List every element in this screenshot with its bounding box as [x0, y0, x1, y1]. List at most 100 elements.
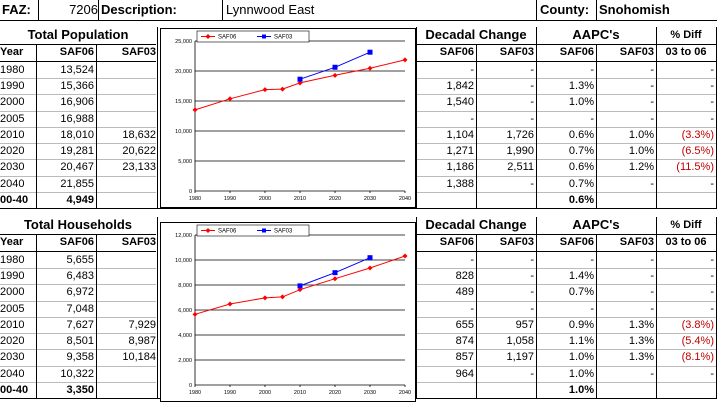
population-row-aapc03: -	[650, 96, 654, 109]
households-total-aapc: 1.0%	[568, 384, 594, 396]
households-row-saf06: 8,501	[66, 335, 94, 348]
households-row-saf06: 5,655	[66, 253, 94, 266]
households-row-saf06: 9,358	[66, 351, 94, 364]
population-row-diff: -	[710, 63, 714, 76]
households-row-saf03: 8,987	[128, 335, 156, 348]
x-tick-label: 2030	[364, 390, 376, 396]
households-row-saf03	[98, 366, 156, 382]
row-divider	[416, 382, 717, 383]
row-divider	[416, 316, 717, 318]
households-row-dc06: 964	[455, 367, 474, 380]
population-total-aapc: 0.6%	[568, 194, 594, 206]
y-tick-label: 5,000	[178, 159, 192, 165]
x-tick-label: 2020	[329, 390, 341, 396]
grid-line	[157, 27, 158, 209]
households-aapc-title: AAPC's	[572, 217, 620, 232]
grid-line	[0, 208, 717, 210]
population-row-saf03: 23,133	[122, 161, 156, 174]
row-divider	[0, 175, 156, 177]
row-divider	[0, 77, 156, 79]
legend: SAF06 SAF03	[196, 30, 310, 43]
households-col-dc-saf03: SAF03	[499, 236, 534, 249]
population-row-saf03	[98, 62, 156, 78]
population-row-dc06: 1,186	[446, 161, 474, 174]
households-row-diff: (8.1%)	[681, 351, 714, 364]
row-divider	[416, 300, 717, 302]
population-row-saf06: 20,467	[60, 161, 94, 174]
population-row-saf06: 13,524	[60, 63, 94, 76]
population-row-year: 2030	[0, 161, 25, 174]
population-col-year: Year	[0, 46, 24, 59]
grid-line	[96, 234, 97, 399]
data-point-saf03	[332, 64, 338, 70]
legend-swatch-marker	[205, 34, 211, 39]
population-row-dc06: 1,540	[446, 96, 474, 109]
series-line-saf06	[194, 59, 406, 111]
population-row-aapc06: -	[590, 112, 594, 125]
data-point-saf06	[280, 294, 285, 300]
population-row-dc03: -	[530, 96, 534, 109]
row-divider	[0, 110, 156, 112]
households-row-aapc06: 0.9%	[568, 318, 594, 331]
data-point-saf06	[402, 253, 408, 259]
population-row-saf03	[98, 176, 156, 192]
households-total-value: 3,350	[66, 384, 94, 396]
data-point-saf06	[332, 72, 338, 78]
legend-swatch-marker	[262, 228, 266, 233]
data-point-saf03	[367, 49, 373, 55]
households-row-diff: -	[710, 253, 714, 266]
population-col-saf06: SAF06	[59, 46, 94, 59]
population-row-diff: (6.5%)	[681, 145, 714, 158]
row-divider	[416, 349, 717, 351]
households-row-diff: -	[710, 286, 714, 299]
households-row-saf03	[98, 284, 156, 300]
households-row-saf06: 6,483	[66, 269, 94, 282]
households-row-dc03: 957	[515, 318, 534, 331]
households-row-aapc06: 1.0%	[568, 351, 594, 364]
x-tick-label: 2020	[329, 196, 341, 202]
y-tick-label: 15,000	[175, 99, 192, 105]
legend-swatch-marker	[205, 228, 211, 233]
county-value: Snohomish	[599, 2, 670, 17]
grid-line	[0, 234, 156, 236]
households-row-saf03	[98, 301, 156, 317]
data-point-saf06	[192, 311, 198, 317]
grid-line	[656, 217, 657, 399]
data-point-saf06	[367, 265, 373, 271]
grid-line	[96, 44, 97, 209]
grid-line	[536, 217, 537, 399]
grid-line	[416, 217, 417, 399]
population-col-saf03: SAF03	[121, 46, 156, 59]
population-row-saf03	[98, 78, 156, 94]
households-row-aapc03: -	[650, 286, 654, 299]
legend-swatch-marker	[262, 34, 266, 39]
households-chart-svg: 0 2,000 4,000 6,000 8,000 10,000 12,000 1980 199…	[175, 224, 411, 396]
legend: SAF06 SAF03	[196, 224, 310, 237]
grid-line	[36, 234, 37, 399]
households-row-aapc03: 1.3%	[628, 351, 654, 364]
households-row-diff: -	[710, 269, 714, 282]
households-row-saf06: 7,627	[66, 318, 94, 331]
households-row-dc03: -	[530, 253, 534, 266]
households-row-saf06: 10,322	[60, 367, 94, 380]
row-divider	[0, 159, 156, 161]
x-tick-label: 1990	[224, 196, 236, 202]
households-diff-title: % Diff	[670, 219, 702, 231]
households-row-year: 2010	[0, 318, 25, 331]
population-row-dc06: 1,271	[446, 145, 474, 158]
households-row-aapc06: -	[590, 253, 594, 266]
households-row-diff: (5.4%)	[681, 335, 714, 348]
households-row-aapc03: 1.3%	[628, 318, 654, 331]
population-row-diff: -	[710, 79, 714, 92]
households-row-aapc03: -	[650, 269, 654, 282]
row-divider	[0, 126, 156, 128]
population-aapc-title: AAPC's	[572, 27, 620, 42]
row-divider	[416, 159, 717, 161]
data-point-saf03	[332, 270, 338, 276]
y-tick-label: 0	[189, 189, 192, 195]
faz-label: FAZ:	[2, 2, 31, 17]
population-row-dc06: 1,388	[446, 177, 474, 190]
x-tick-label: 1990	[224, 390, 236, 396]
y-tick-label: 10,000	[175, 129, 192, 135]
row-divider	[0, 333, 156, 335]
